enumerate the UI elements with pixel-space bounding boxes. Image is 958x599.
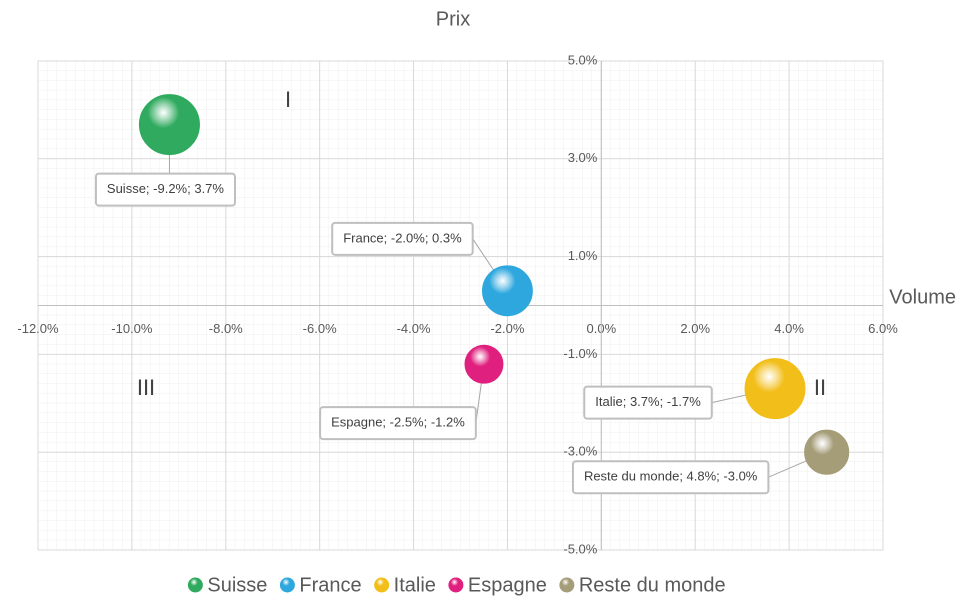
legend-marker bbox=[187, 577, 203, 593]
legend-label: Suisse bbox=[207, 574, 267, 596]
y-tick-label: -5.0% bbox=[563, 541, 597, 556]
y-tick-label: -3.0% bbox=[563, 444, 597, 459]
data-label: Suisse; -9.2%; 3.7% bbox=[107, 181, 224, 196]
x-tick-label: -6.0% bbox=[303, 321, 337, 336]
x-tick-label: -2.0% bbox=[490, 321, 524, 336]
quadrant-label: II bbox=[814, 375, 826, 400]
data-label-box bbox=[319, 406, 477, 441]
data-label: Espagne; -2.5%; -1.2% bbox=[331, 415, 465, 430]
y-tick-label: 3.0% bbox=[568, 150, 598, 165]
legend-item: Suisse bbox=[187, 574, 267, 596]
bubble bbox=[482, 265, 533, 317]
data-label-box bbox=[94, 172, 236, 207]
legend-marker bbox=[448, 577, 464, 593]
x-tick-label: -12.0% bbox=[17, 321, 59, 336]
quadrant-label: I bbox=[285, 87, 291, 112]
x-tick-label: -10.0% bbox=[111, 321, 153, 336]
data-label-box bbox=[331, 221, 474, 256]
bubble bbox=[464, 344, 504, 384]
data-label-box bbox=[583, 385, 713, 420]
y-tick-label: 5.0% bbox=[568, 52, 598, 67]
legend-label: France bbox=[299, 574, 361, 596]
data-label: Italie; 3.7%; -1.7% bbox=[595, 394, 701, 409]
x-tick-label: -8.0% bbox=[209, 321, 243, 336]
legend-label: Espagne bbox=[468, 574, 547, 596]
x-axis-label: Volume bbox=[889, 286, 956, 308]
x-tick-label: 6.0% bbox=[868, 321, 898, 336]
legend-label: Reste du monde bbox=[579, 574, 726, 596]
y-tick-label: -1.0% bbox=[563, 346, 597, 361]
legend-item: Reste du monde bbox=[559, 574, 726, 596]
legend-item: Espagne bbox=[448, 574, 547, 596]
legend-label: Italie bbox=[394, 574, 436, 596]
data-label: France; -2.0%; 0.3% bbox=[343, 230, 462, 245]
legend-marker bbox=[559, 577, 575, 593]
x-tick-label: 2.0% bbox=[680, 321, 710, 336]
legend-marker bbox=[279, 577, 295, 593]
bubble bbox=[138, 94, 200, 156]
legend-marker bbox=[374, 577, 390, 593]
legend-item: France bbox=[279, 574, 362, 596]
quadrant-label: III bbox=[137, 375, 155, 400]
chart-title: Prix bbox=[436, 8, 470, 30]
x-tick-label: 4.0% bbox=[774, 321, 804, 336]
data-label-box bbox=[571, 460, 770, 495]
y-tick-label: 1.0% bbox=[568, 248, 598, 263]
bubble bbox=[804, 429, 850, 475]
legend-item: Italie bbox=[374, 574, 436, 596]
data-label: Reste du monde; 4.8%; -3.0% bbox=[584, 469, 758, 484]
x-tick-label: -4.0% bbox=[397, 321, 431, 336]
bubble bbox=[744, 358, 806, 420]
